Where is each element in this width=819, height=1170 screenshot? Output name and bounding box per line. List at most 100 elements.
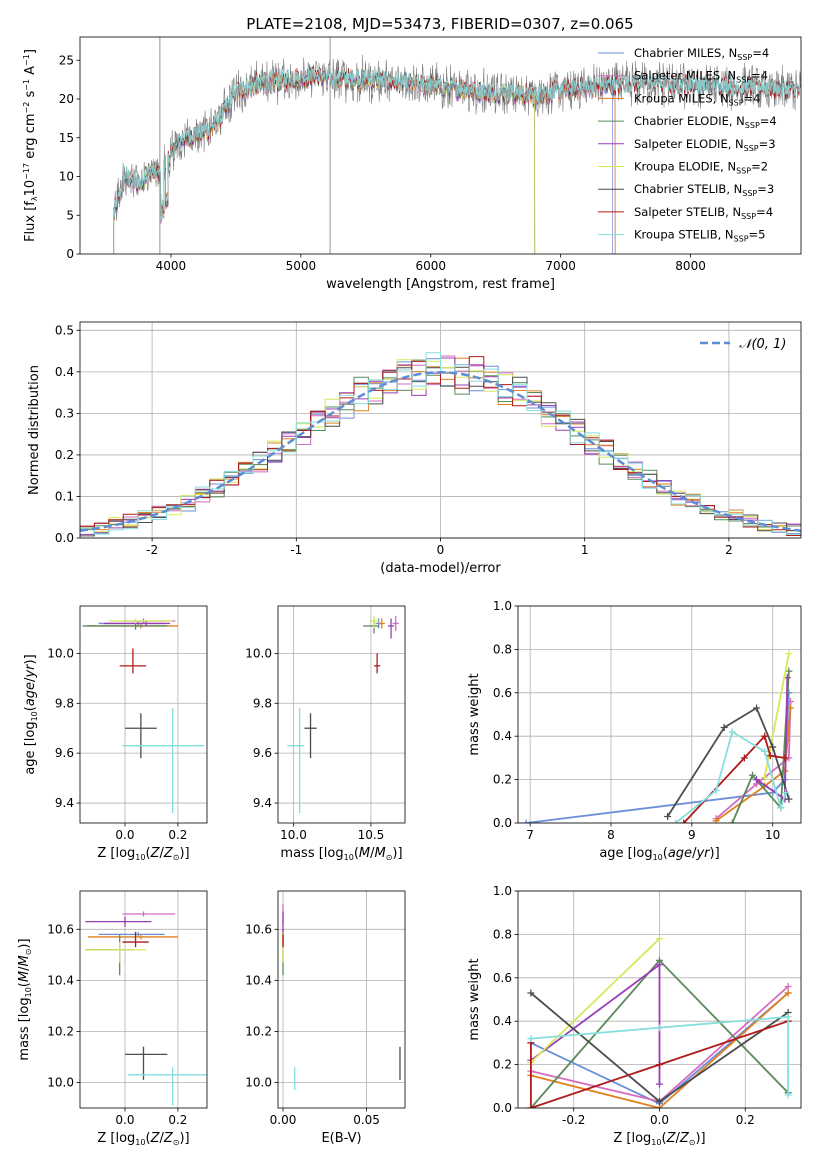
x-tick-label: -0.2: [562, 1113, 585, 1127]
label-part: wavelength [Angstrom, rest frame]: [326, 277, 555, 292]
label-part: Z: [163, 846, 174, 861]
y-tick-label: 10.4: [47, 973, 74, 987]
axes-frame: [277, 605, 406, 824]
label-part: ⊙: [386, 853, 393, 862]
weight-point: [656, 1061, 663, 1069]
label-part: (: [354, 846, 359, 861]
grid: [278, 606, 405, 823]
y-tick-label: 15: [59, 131, 74, 145]
label-part: mass [log: [280, 846, 343, 861]
x-tick-label: 9: [688, 828, 696, 842]
label-part: /: [675, 1131, 680, 1146]
plot-marks: [287, 615, 399, 814]
label-part: Z: [679, 1131, 690, 1146]
label-part: M: [375, 846, 386, 861]
errorbar-kroupa-stelib: [122, 708, 205, 814]
label-part: (: [663, 846, 668, 861]
x-tick-label: 10: [765, 828, 780, 842]
label-part: )]: [392, 846, 402, 861]
label-part: )]: [23, 654, 38, 664]
weight-line: [675, 730, 787, 823]
label-part: =3: [757, 182, 774, 196]
weight-series-salpeter-elodie: [753, 674, 791, 803]
weight-line: [763, 653, 790, 778]
weight-point: [784, 1013, 792, 1021]
label-part: −1: [22, 54, 31, 66]
weight-point: [748, 771, 756, 779]
spectrum-panel: 4000 5000 6000 7000 8000 0 5 10 15 20 25 Chabrier M…: [22, 36, 802, 292]
label-part: SSP: [745, 121, 760, 130]
label-part: Kroupa STELIB, N: [634, 228, 734, 242]
label-part: 10: [30, 711, 39, 721]
weight-point: [656, 1080, 663, 1088]
label-part: SSP: [729, 98, 744, 107]
y-tick-label: 0.8: [493, 927, 512, 941]
label-part: M: [359, 846, 370, 861]
weight-point: [769, 743, 777, 751]
weight-series-chabrier-stelib: [664, 704, 793, 820]
weight-point: [656, 1024, 663, 1032]
axes-frame: [277, 890, 406, 1109]
weight-line: [530, 1015, 789, 1095]
weight-line: [731, 671, 790, 823]
age_vs_Z-panel: 0.0 0.29.49.69.810.0Z [log10(Z/Z⊙)]age [l…: [23, 605, 208, 862]
y-tick-label: 10.2: [245, 1024, 272, 1038]
label-part: SSP: [744, 144, 759, 153]
y-tick-label: 10: [59, 170, 74, 184]
weight_vs_age-y-axis-label: mass weight: [467, 673, 482, 755]
legend-entry: Salpeter MILES, NSSP=4: [634, 69, 768, 85]
weight-point: [527, 989, 535, 997]
ticks: 4000 5000 6000 7000 8000 0 5 10 15 20 25: [59, 53, 706, 273]
y-tick-label: 5: [66, 208, 74, 222]
weight-point: [781, 754, 789, 762]
legend-entry: Kroupa MILES, NSSP=4: [634, 91, 760, 107]
weight-point: [777, 804, 785, 812]
label-part: mass weight: [467, 958, 482, 1040]
axes-frame: [79, 36, 802, 255]
label-part: )]: [695, 1131, 705, 1146]
y-tick-label: 0.6: [493, 686, 512, 700]
y-tick-label: 10.0: [47, 646, 74, 660]
weight-line: [530, 992, 789, 1108]
errorbar-kroupa-stelib: [127, 1067, 207, 1106]
label-part: (: [145, 846, 150, 861]
errorbar-salpeter-stelib: [119, 648, 147, 674]
label-part: 10: [653, 853, 663, 862]
spectrum-model-kroupa-stelib: [113, 65, 801, 221]
label-part: mass [log: [17, 997, 32, 1060]
weight-point: [712, 786, 720, 794]
weight-point: [522, 819, 530, 823]
label-part: yr: [23, 663, 38, 679]
label-part: M: [17, 971, 32, 982]
label-part: −2: [22, 102, 31, 114]
y-tick-label: 0.0: [493, 1101, 512, 1115]
y-tick-label: 0.3: [55, 406, 74, 420]
label-part: age [log: [599, 846, 652, 861]
label-part: )]: [17, 938, 32, 948]
label-part: yr: [695, 846, 711, 861]
weight_vs_age-x-axis-label: age [log10(age/yr)]: [599, 846, 719, 862]
y-tick-label: 10.0: [245, 1075, 272, 1089]
y-tick-label: 10.2: [47, 1024, 74, 1038]
plot-marks: [113, 37, 801, 254]
weight-series-kroupa-elodie: [761, 650, 793, 781]
y-tick-label: 0.8: [493, 642, 512, 656]
weight-point: [753, 704, 761, 712]
plot-marks: [522, 650, 794, 823]
weight-point: [527, 1104, 535, 1108]
label-part: Chabrier ELODIE, N: [634, 114, 745, 128]
weight-point: [656, 1097, 663, 1105]
ticks: 0.0 0.2 9.4 9.6 9.8 10.0: [47, 646, 187, 842]
label-part: −17: [22, 163, 31, 180]
x-tick-label: 0.2: [168, 1113, 187, 1127]
x-tick-label: 6000: [415, 259, 446, 273]
ticks: 0.00 0.05 10.0 10.2 10.4 10.6: [245, 922, 380, 1127]
grid: [80, 891, 207, 1108]
label-part: Flux [f: [23, 201, 38, 242]
label-part: 10: [344, 853, 354, 862]
mass_vs_Z-panel: 0.0 0.210.010.210.410.6Z [log10(Z/Z⊙)]mas…: [17, 890, 208, 1147]
y-tick-label: 9.8: [55, 696, 74, 710]
errorbar-salpeter-stelib: [374, 653, 381, 674]
